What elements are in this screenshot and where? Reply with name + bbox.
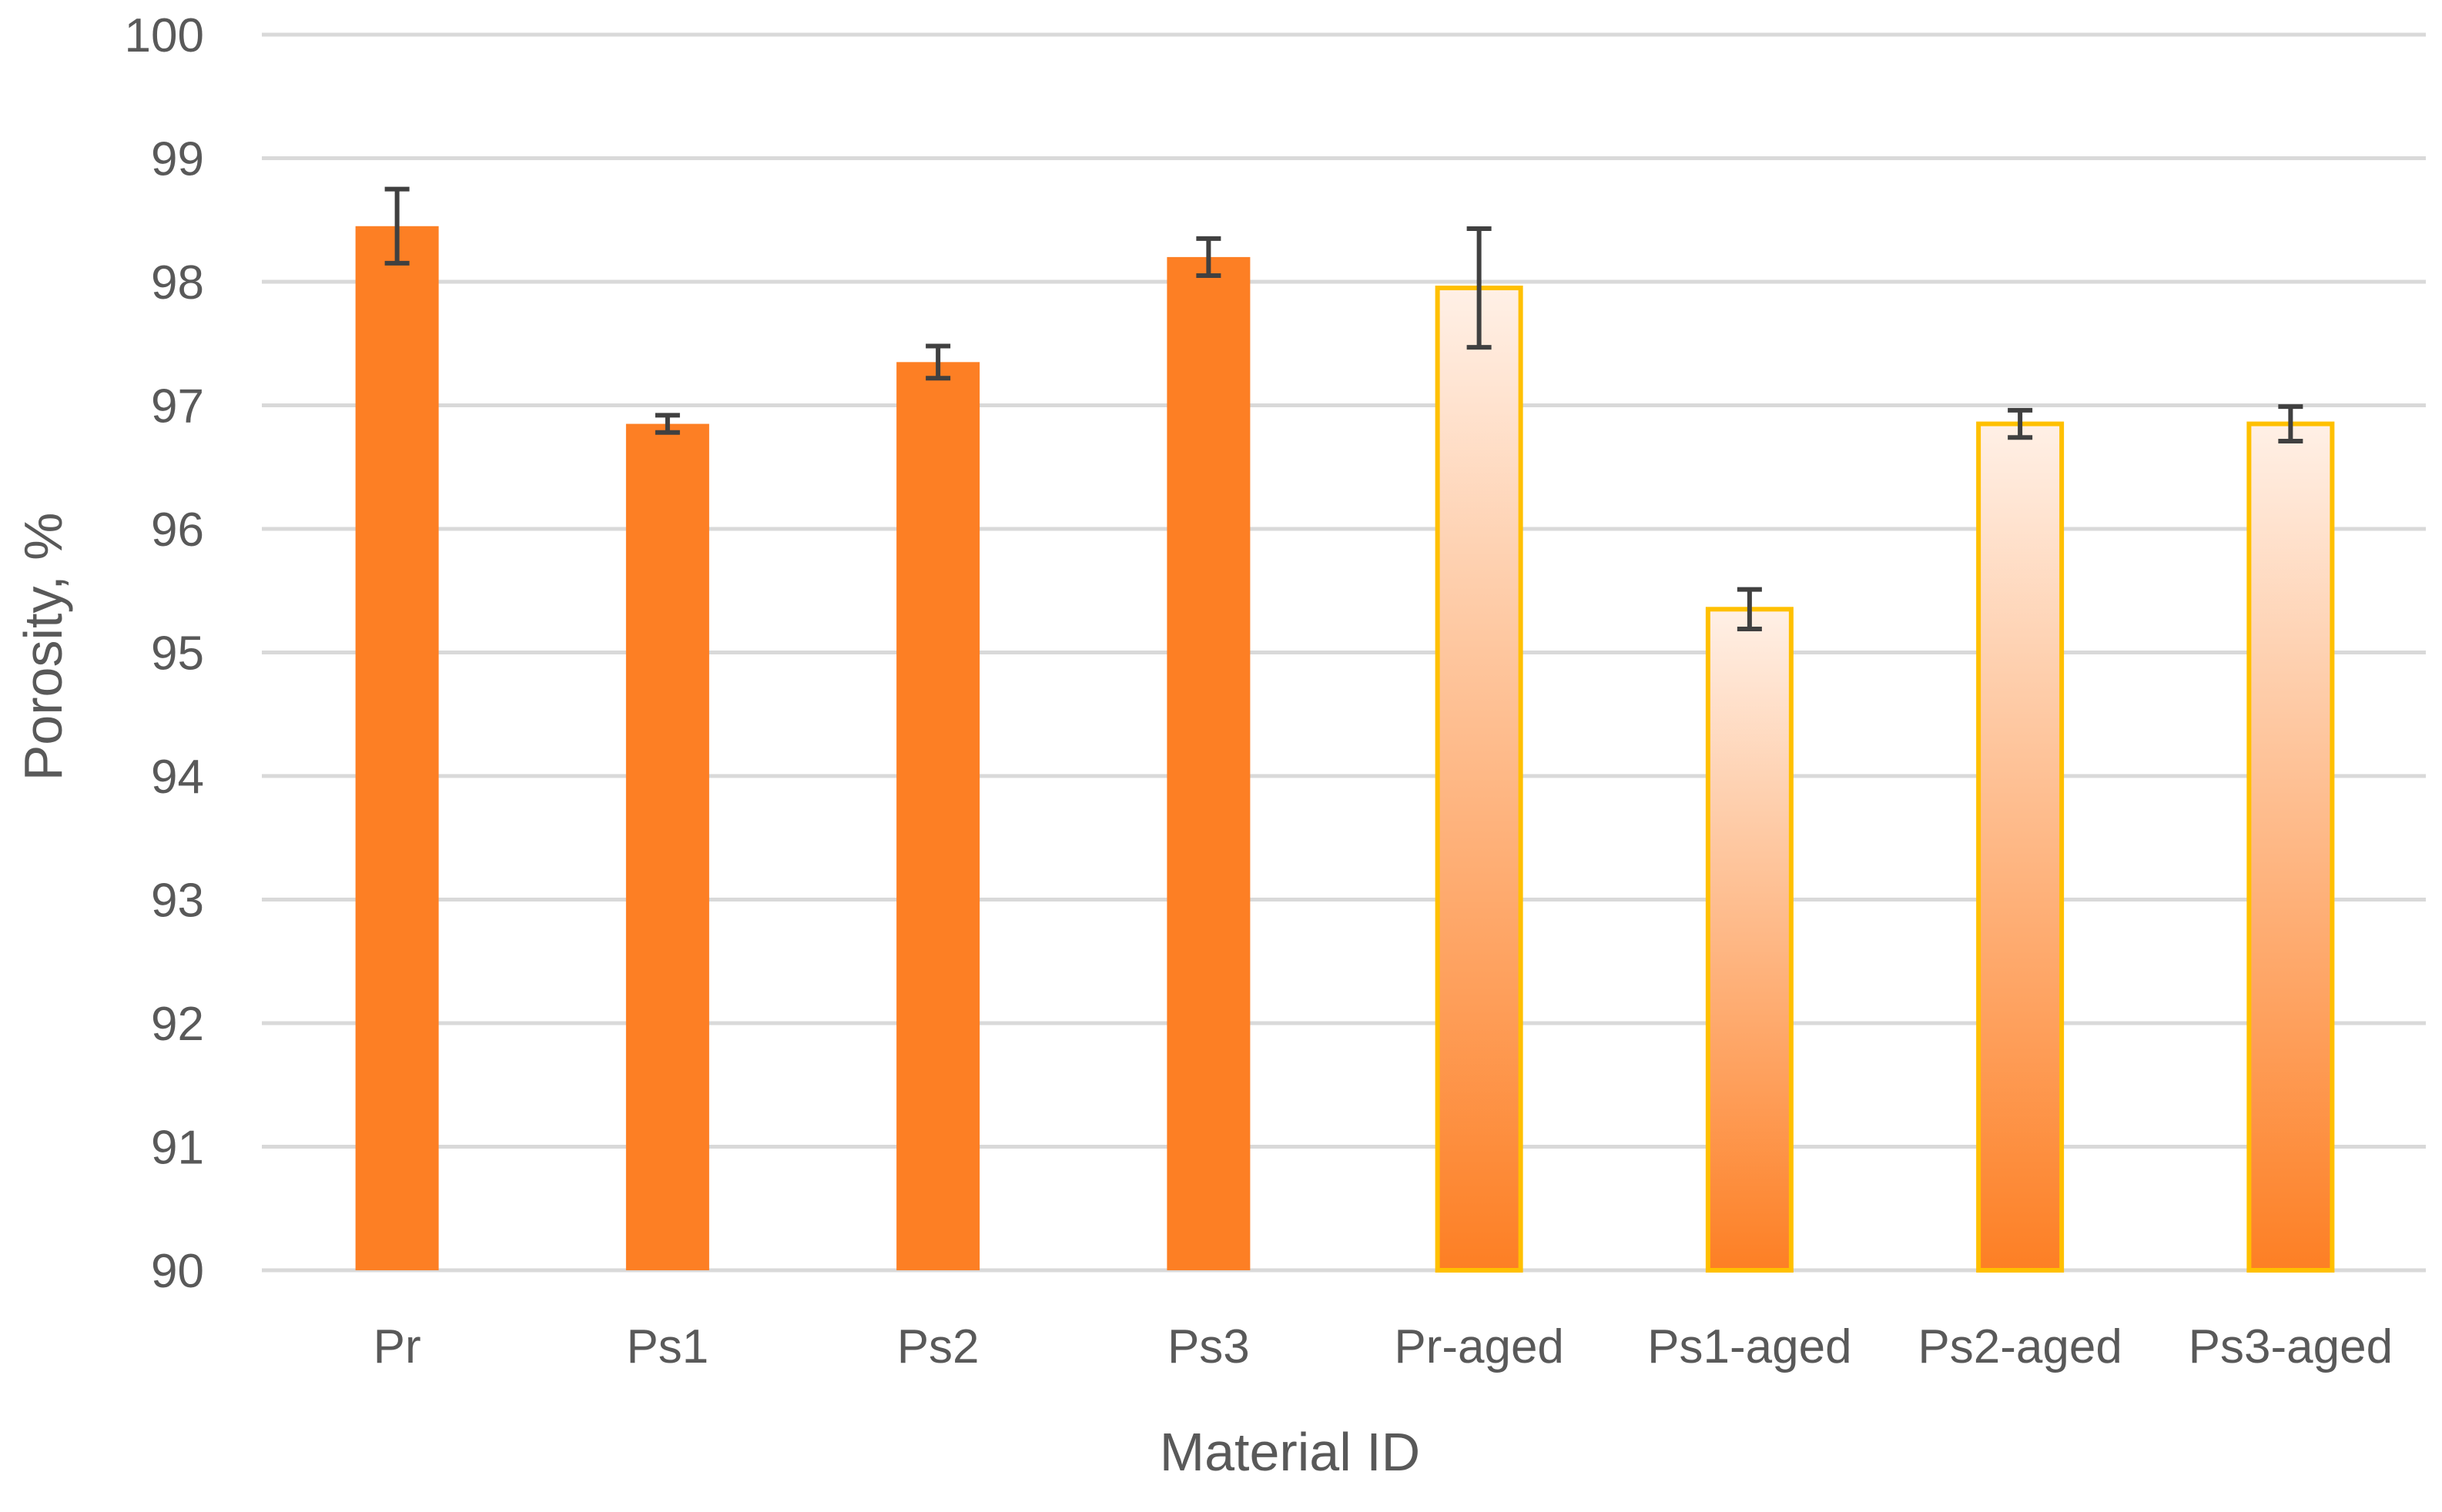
y-tick-label: 91	[151, 1122, 204, 1175]
x-axis-title: Material ID	[1160, 1422, 1420, 1482]
error-bars	[384, 186, 2303, 632]
y-tick-label: 95	[151, 627, 204, 681]
error-bar-pr-aged	[1466, 226, 1492, 350]
x-tick-label-ps2: Ps2	[897, 1320, 980, 1373]
y-tick-label: 96	[151, 503, 204, 557]
y-tick-label: 94	[151, 751, 204, 804]
bar-pr	[355, 226, 439, 1270]
bar-ps3-aged	[2246, 421, 2335, 1273]
bars	[355, 226, 2335, 1273]
error-bar-ps2-aged	[2008, 407, 2033, 440]
error-bar-pr	[384, 186, 410, 266]
x-tick-label-ps1: Ps1	[626, 1320, 708, 1373]
y-tick-label: 92	[151, 998, 204, 1051]
y-tick-label: 100	[125, 9, 204, 62]
x-tick-label-ps2-aged: Ps2-aged	[1918, 1320, 2122, 1373]
x-tick-label-pr-aged: Pr-aged	[1394, 1320, 1564, 1373]
x-tick-label-ps3: Ps3	[1167, 1320, 1250, 1373]
y-tick-label: 90	[151, 1245, 204, 1298]
bar-pr-aged	[1435, 286, 1523, 1273]
y-tick-label: 99	[151, 133, 204, 186]
x-tick-label-ps1-aged: Ps1-aged	[1647, 1320, 1851, 1373]
y-tick-label: 97	[151, 380, 204, 433]
error-bar-ps3-aged	[2278, 404, 2303, 444]
error-bar-ps1-aged	[1737, 587, 1762, 632]
error-bar-ps1	[655, 413, 680, 435]
error-bar-ps2	[926, 343, 951, 381]
gridlines	[262, 32, 2426, 1273]
bar-ps1-aged	[1705, 607, 1794, 1273]
y-tick-label: 98	[151, 256, 204, 309]
error-bar-ps3	[1196, 236, 1221, 278]
x-tick-label-ps3-aged: Ps3-aged	[2189, 1320, 2393, 1373]
y-tick-label: 93	[151, 875, 204, 928]
bar-ps3	[1167, 256, 1251, 1270]
bar-ps1	[625, 423, 709, 1271]
bar-ps2	[896, 362, 980, 1271]
x-axis-tick-labels: Pr Ps1 Ps2 Ps3 Pr-aged Ps1-aged Ps2-aged Ps3-ag…	[374, 1320, 2393, 1373]
x-tick-label-pr: Pr	[374, 1320, 421, 1373]
bar-ps2-aged	[1976, 421, 2065, 1273]
y-axis-title: Porosity, %	[13, 513, 73, 781]
y-axis-tick-labels: 90 91 92 93 94 95 96 97 98 99 100	[125, 9, 204, 1298]
